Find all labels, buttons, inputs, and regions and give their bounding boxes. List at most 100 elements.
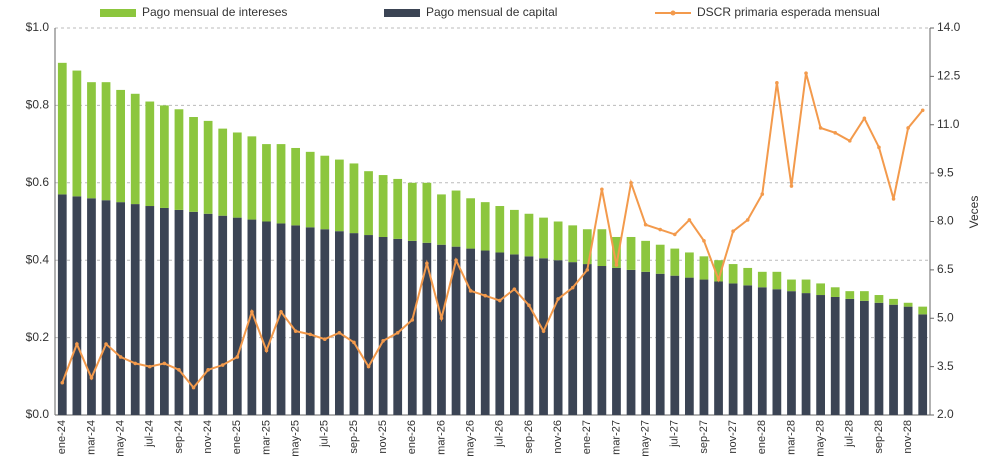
point bbox=[264, 348, 269, 353]
x-tick-label: nov-24 bbox=[202, 420, 214, 454]
bar bbox=[160, 105, 169, 208]
bar bbox=[655, 244, 665, 274]
bar bbox=[582, 229, 592, 265]
bar bbox=[203, 120, 213, 214]
bar bbox=[320, 229, 330, 415]
bar bbox=[670, 275, 680, 415]
bar bbox=[597, 229, 607, 267]
bar bbox=[626, 269, 636, 415]
bar bbox=[116, 89, 125, 203]
bar bbox=[568, 262, 578, 415]
bar bbox=[510, 209, 519, 255]
bar bbox=[670, 248, 680, 276]
bar bbox=[364, 171, 373, 236]
point bbox=[629, 181, 633, 185]
point bbox=[118, 355, 123, 359]
bar bbox=[174, 109, 184, 210]
point bbox=[366, 364, 371, 369]
point bbox=[206, 368, 210, 372]
point bbox=[352, 340, 356, 345]
legend-label: DSCR primaria esperada mensual bbox=[697, 5, 880, 19]
x-tick-label: mar-27 bbox=[610, 420, 622, 455]
x-tick-label: may-25 bbox=[290, 420, 302, 457]
bar bbox=[364, 235, 373, 415]
point bbox=[512, 287, 517, 292]
x-tick-label: mar-26 bbox=[435, 420, 447, 455]
bar bbox=[335, 231, 344, 415]
bar bbox=[539, 217, 548, 259]
bar bbox=[743, 267, 753, 286]
point bbox=[600, 187, 604, 192]
bar bbox=[597, 266, 607, 415]
bar bbox=[626, 236, 636, 270]
bar bbox=[174, 209, 184, 415]
point bbox=[337, 330, 342, 335]
bar bbox=[918, 306, 928, 315]
point bbox=[235, 355, 240, 359]
bar bbox=[816, 295, 825, 415]
point bbox=[760, 192, 765, 196]
bar bbox=[801, 293, 811, 415]
point bbox=[60, 380, 65, 385]
bar bbox=[495, 252, 505, 415]
legend-swatch bbox=[384, 9, 420, 17]
bar bbox=[918, 314, 928, 415]
point bbox=[250, 310, 254, 314]
bar bbox=[262, 144, 271, 222]
x-tick-label: ene-24 bbox=[56, 420, 68, 454]
bar bbox=[685, 277, 694, 415]
x-tick-label: sep-26 bbox=[523, 420, 535, 454]
bar bbox=[860, 291, 869, 301]
bar bbox=[437, 244, 446, 415]
point bbox=[658, 227, 663, 232]
point bbox=[177, 368, 181, 372]
bar bbox=[407, 240, 417, 415]
bar bbox=[553, 221, 563, 261]
y2-tick-label: 5.0 bbox=[937, 310, 954, 324]
bar bbox=[451, 190, 461, 247]
bar bbox=[685, 252, 694, 278]
bar bbox=[87, 82, 96, 199]
bar bbox=[510, 254, 519, 415]
point bbox=[395, 330, 400, 335]
bar bbox=[480, 202, 490, 251]
point bbox=[381, 339, 385, 343]
bar bbox=[232, 132, 242, 218]
bar bbox=[874, 295, 884, 303]
bar bbox=[437, 194, 446, 245]
bar bbox=[305, 151, 315, 228]
bar bbox=[787, 279, 796, 292]
x-tick-label: jul-25 bbox=[319, 420, 331, 448]
point bbox=[279, 310, 283, 314]
point bbox=[454, 258, 458, 263]
point bbox=[804, 71, 808, 75]
bar bbox=[422, 242, 432, 415]
legend-swatch bbox=[100, 9, 136, 17]
point bbox=[789, 184, 794, 188]
bar bbox=[378, 175, 388, 237]
bar bbox=[393, 238, 403, 415]
bar bbox=[72, 70, 82, 197]
y-tick-label: $0.8 bbox=[26, 98, 50, 112]
point bbox=[147, 364, 152, 369]
bar bbox=[903, 306, 913, 415]
bar bbox=[524, 256, 534, 415]
bar bbox=[889, 304, 898, 415]
y2-tick-label: 3.5 bbox=[937, 359, 954, 373]
bar bbox=[524, 213, 534, 257]
x-tick-label: may-26 bbox=[465, 420, 477, 457]
bar bbox=[276, 144, 286, 224]
bar bbox=[874, 302, 884, 415]
x-tick-label: jul-28 bbox=[844, 420, 856, 448]
point bbox=[220, 363, 225, 367]
bar bbox=[889, 298, 898, 305]
x-tick-label: nov-25 bbox=[377, 420, 389, 454]
point bbox=[906, 126, 910, 130]
bar bbox=[291, 225, 300, 415]
bar bbox=[116, 202, 125, 415]
point bbox=[439, 316, 444, 321]
point bbox=[862, 116, 867, 121]
y2-tick-label: 11.0 bbox=[937, 117, 960, 131]
point bbox=[410, 318, 415, 322]
bar bbox=[699, 256, 709, 280]
